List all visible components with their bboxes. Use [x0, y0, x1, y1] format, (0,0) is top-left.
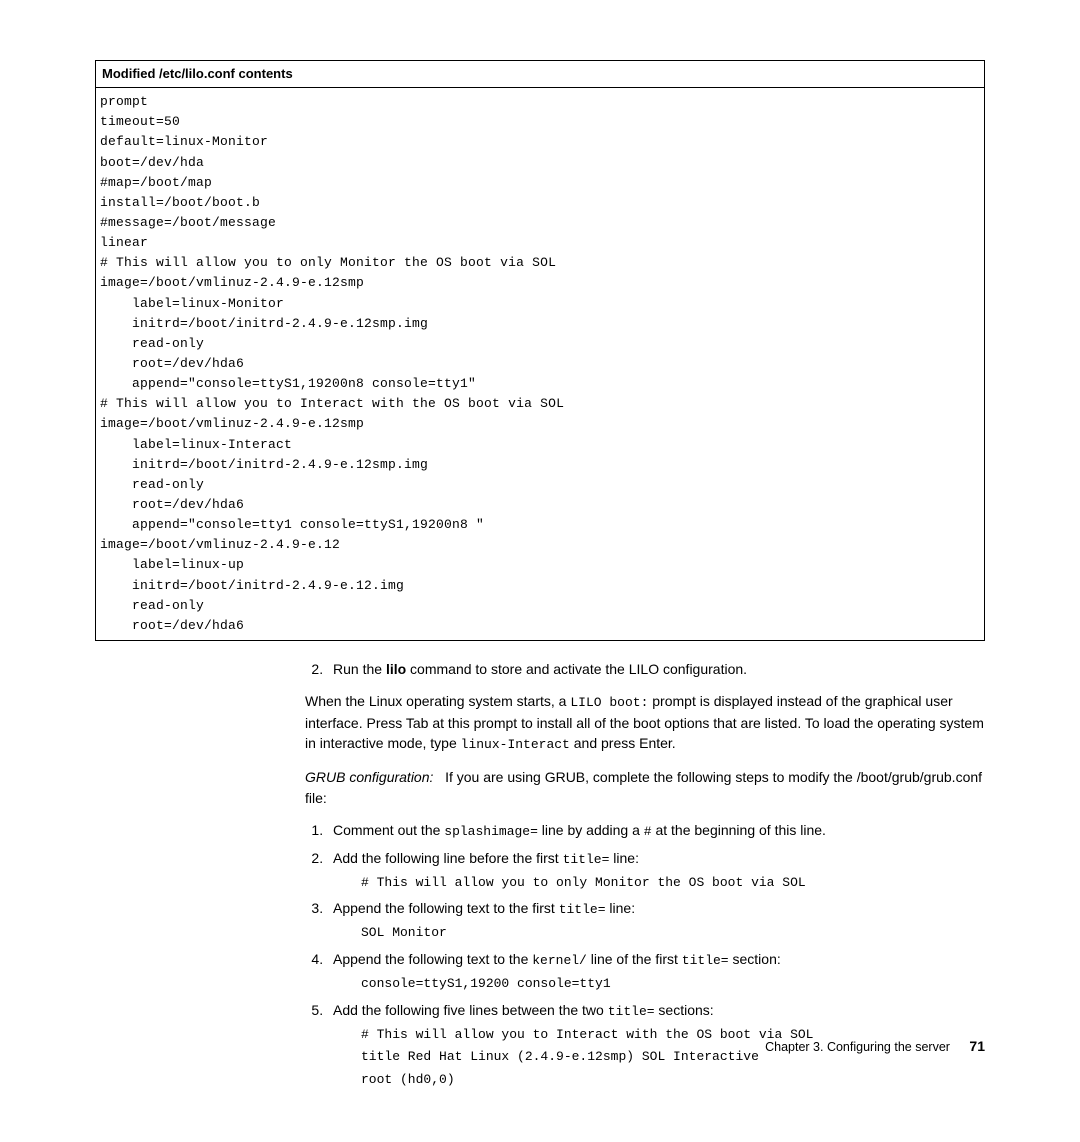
s3code: SOL Monitor	[361, 924, 985, 943]
s4c: section:	[729, 951, 781, 967]
page-footer: Chapter 3. Configuring the server 71	[765, 1038, 985, 1054]
s4b: line of the first	[587, 951, 682, 967]
s4m1: kernel/	[532, 953, 587, 968]
footer-chapter: Chapter 3. Configuring the server	[765, 1040, 950, 1054]
grub-step-1: Comment out the splashimage= line by add…	[327, 820, 985, 842]
s3a: Append the following text to the first	[333, 900, 559, 916]
s5m: title=	[608, 1004, 655, 1019]
grub-step-3: Append the following text to the first t…	[327, 898, 985, 943]
s5code3: root (hd0,0)	[361, 1071, 985, 1090]
body-text: Run the lilo command to store and activa…	[305, 659, 985, 1090]
lilo-step-2: Run the lilo command to store and activa…	[327, 659, 985, 679]
s1m2: #	[644, 824, 652, 839]
para1-m2: linux-Interact	[461, 737, 570, 752]
step2-text-a: Run the	[333, 661, 386, 677]
s2b: line:	[609, 850, 639, 866]
grub-intro: GRUB configuration: If you are using GRU…	[305, 767, 985, 808]
step2-text-b: command to store and activate the LILO c…	[406, 661, 747, 677]
lilo-step-list: Run the lilo command to store and activa…	[305, 659, 985, 679]
lilo-conf-box: Modified /etc/lilo.conf contents prompt …	[95, 60, 985, 641]
s5a: Add the following five lines between the…	[333, 1002, 608, 1018]
grub-label: GRUB configuration:	[305, 769, 433, 785]
codebox-title: Modified /etc/lilo.conf contents	[96, 61, 984, 88]
s2a: Add the following line before the first	[333, 850, 563, 866]
s4a: Append the following text to the	[333, 951, 532, 967]
lilo-boot-paragraph: When the Linux operating system starts, …	[305, 691, 985, 755]
lilo-command: lilo	[386, 661, 406, 677]
footer-page-number: 71	[969, 1038, 985, 1054]
s1c: at the beginning of this line.	[652, 822, 826, 838]
s3b: line:	[606, 900, 636, 916]
grub-step-4: Append the following text to the kernel/…	[327, 949, 985, 994]
s1m: splashimage=	[444, 824, 538, 839]
para1-m1: LILO boot:	[570, 695, 648, 710]
s3m: title=	[559, 902, 606, 917]
s1a: Comment out the	[333, 822, 444, 838]
para1-c: and press Enter.	[570, 735, 676, 751]
s5b: sections:	[655, 1002, 714, 1018]
para1-a: When the Linux operating system starts, …	[305, 693, 570, 709]
s4code: console=ttyS1,19200 console=tty1	[361, 975, 985, 994]
codebox-body: prompt timeout=50 default=linux-Monitor …	[96, 88, 984, 640]
grub-step-2: Add the following line before the first …	[327, 848, 985, 893]
s4m2: title=	[682, 953, 729, 968]
s1b: line by adding a	[538, 822, 644, 838]
s2code: # This will allow you to only Monitor th…	[361, 874, 985, 893]
s2m: title=	[563, 852, 610, 867]
